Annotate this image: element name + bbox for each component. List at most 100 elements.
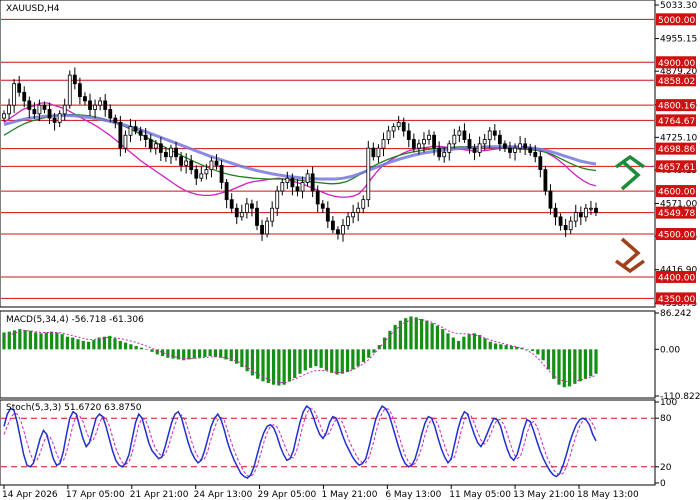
candle-body	[406, 130, 411, 140]
candle-body	[305, 173, 310, 183]
macd-bar	[382, 337, 387, 350]
macd-bar	[441, 329, 445, 350]
macd-bar	[409, 316, 413, 350]
candle-body	[472, 147, 477, 153]
macd-bar	[478, 335, 482, 350]
macd-bar	[324, 349, 329, 371]
level-label: 4764.67	[658, 117, 695, 127]
macd-bar	[7, 331, 11, 350]
macd-axis: 86.242 0.00 -110.822	[655, 309, 700, 402]
candle-body	[457, 130, 462, 136]
macd-bar	[451, 337, 455, 350]
candle-body	[77, 83, 82, 98]
macd-title: MACD(5,34,4) -56.718 -61.306	[6, 315, 144, 325]
candle-body	[17, 83, 22, 93]
macd-bar	[197, 349, 202, 358]
candle-body	[37, 104, 42, 115]
macd-bar	[287, 349, 292, 382]
level-label-bg	[656, 99, 696, 112]
stoch-title: Stoch(5,3,3) 51.6720 63.8750	[6, 403, 142, 413]
macd-bar	[467, 334, 471, 350]
level-label: 4698.86	[658, 145, 695, 155]
candle-body	[361, 199, 366, 209]
macd-bar	[594, 349, 598, 374]
macd-bar	[351, 349, 355, 370]
candle-body	[143, 134, 148, 140]
time-tick-label: 13 May 21:00	[513, 490, 575, 500]
macd-bar	[377, 345, 381, 350]
level-label-bg	[656, 206, 696, 219]
macd-signal-line	[3, 318, 597, 384]
candle-body	[432, 134, 436, 149]
support-resistance-levels	[1, 18, 654, 299]
macd-tick-label: -110.822	[660, 392, 700, 402]
level-label: 4400.00	[658, 273, 695, 283]
ma-line	[3, 114, 597, 181]
macd-bar	[39, 333, 43, 350]
macd-bar	[567, 349, 572, 387]
candle-body	[573, 212, 578, 222]
price-panel-frame	[0, 0, 656, 308]
level-label-bg	[656, 270, 696, 283]
candle-body	[417, 143, 421, 149]
stoch-axis: 100 80 20 0	[655, 398, 677, 489]
candle-body	[224, 182, 229, 201]
time-tick-label: 17 Apr 05:00	[66, 490, 125, 500]
candle-body	[67, 74, 72, 106]
candle-body	[214, 160, 219, 166]
macd-bar	[388, 330, 392, 350]
macd-bar	[208, 349, 212, 357]
candle-body	[477, 143, 482, 153]
level-label: 4600.00	[658, 188, 695, 198]
macd-bar	[213, 349, 218, 357]
level-label-bg	[656, 56, 696, 69]
macd-bar	[557, 349, 561, 385]
candle-body	[341, 225, 345, 235]
candle-body	[204, 169, 209, 175]
candle-body	[169, 147, 173, 158]
candle-body	[452, 134, 457, 145]
candle-body	[578, 212, 583, 218]
candle-body	[295, 186, 300, 192]
macd-bar	[308, 349, 313, 368]
stoch-main-line	[3, 405, 597, 480]
macd-bar	[60, 334, 64, 350]
macd-bar	[245, 349, 249, 372]
macd-bar	[28, 330, 33, 350]
candle-body	[533, 152, 538, 158]
candle-body	[437, 147, 442, 158]
candle-body	[563, 225, 568, 231]
macd-bar	[92, 340, 96, 350]
macd-bar	[139, 347, 144, 350]
candle-body	[148, 139, 153, 149]
candle-body	[589, 207, 593, 210]
macd-bar	[219, 349, 223, 358]
candle-body	[98, 100, 103, 106]
candle-body	[47, 109, 52, 119]
candlesticks	[2, 67, 598, 242]
candle-body	[376, 147, 381, 158]
candle-body	[275, 190, 280, 209]
candle-body	[32, 109, 37, 115]
level-label-bg	[656, 74, 696, 87]
macd-bar	[435, 325, 440, 350]
macd-bar	[234, 349, 239, 364]
candle-body	[315, 190, 320, 205]
macd-bar	[166, 349, 170, 358]
candle-body	[93, 104, 97, 110]
macd-bar	[330, 349, 334, 373]
macd-bar	[562, 349, 566, 388]
candle-body	[229, 199, 234, 209]
macd-bar	[123, 342, 128, 350]
level-label-bg	[656, 13, 696, 26]
macd-bar	[97, 337, 101, 350]
candle-body	[310, 173, 315, 192]
down-arrow-icon	[614, 237, 646, 274]
macd-bar	[361, 349, 366, 362]
candle-body	[381, 139, 386, 149]
time-tick-label: 11 May 05:00	[449, 490, 511, 500]
level-label-bg	[656, 185, 696, 198]
macd-bar	[176, 349, 181, 360]
candle-body	[189, 160, 194, 171]
candle-body	[497, 134, 502, 145]
